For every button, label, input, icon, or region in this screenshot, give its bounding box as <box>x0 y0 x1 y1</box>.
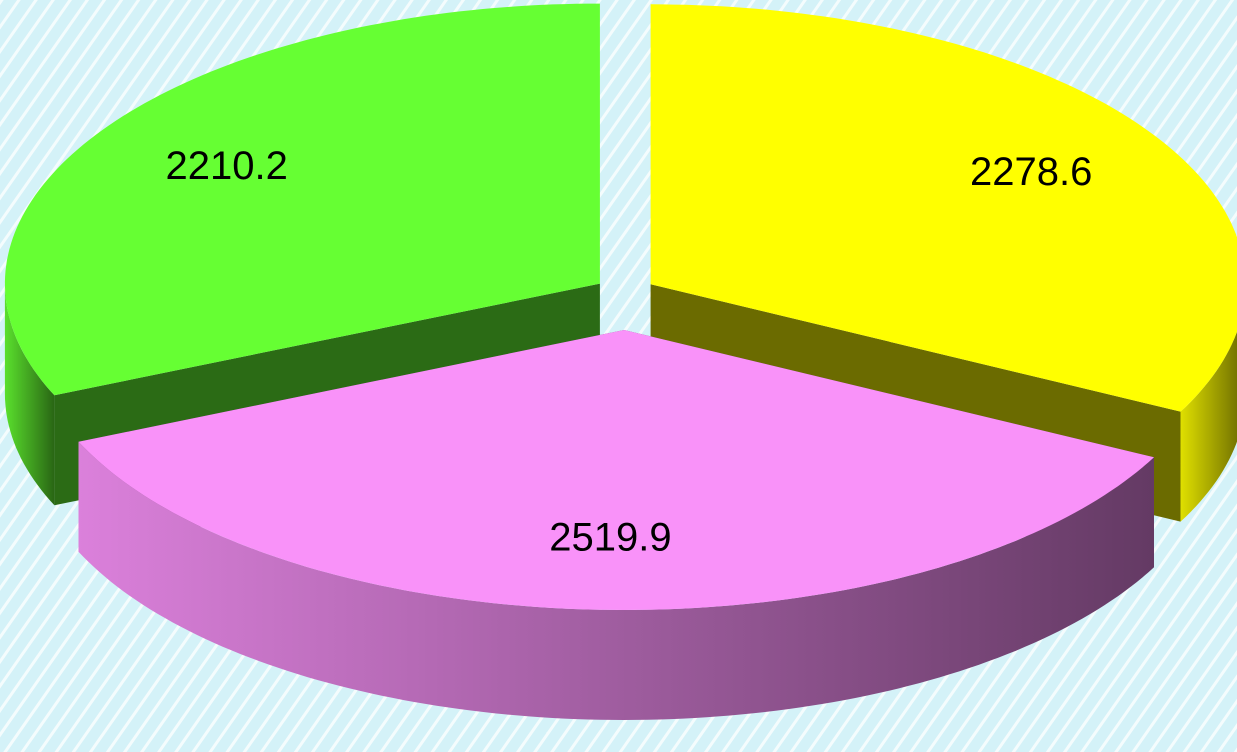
slice-top <box>4 3 600 396</box>
data-label: 2519.9 <box>549 515 671 559</box>
slice-top <box>78 330 1154 610</box>
slice-side <box>4 283 55 506</box>
slice-side <box>1180 331 1237 522</box>
data-label: 2278.6 <box>970 150 1092 194</box>
slice-top <box>650 4 1237 412</box>
slice-side <box>78 441 1154 720</box>
data-label: 2210.2 <box>165 144 287 188</box>
slice <box>78 330 1154 720</box>
